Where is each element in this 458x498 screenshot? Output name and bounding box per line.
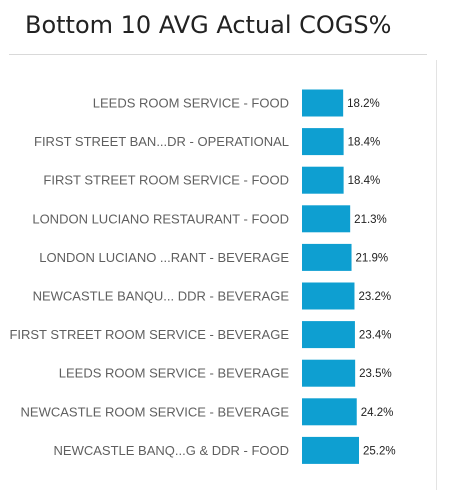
data-label: 23.5%	[359, 368, 392, 380]
chart-title: Bottom 10 AVG Actual COGS%	[25, 11, 392, 39]
data-label: 23.4%	[359, 330, 392, 342]
data-label: 21.9%	[356, 252, 389, 264]
bar-row: NEWCASTLE ROOM SERVICE - BEVERAGE 24.2%	[21, 398, 394, 426]
category-label: NEWCASTLE ROOM SERVICE - BEVERAGE	[21, 404, 290, 419]
data-label: 18.2%	[347, 98, 380, 110]
title-divider	[9, 54, 427, 55]
category-label: NEWCASTLE BANQ...G & DDR - FOOD	[54, 443, 289, 458]
category-label: LONDON LUCIANO ...RANT - BEVERAGE	[39, 250, 289, 265]
chart-panel	[9, 0, 427, 490]
bar[interactable]	[302, 359, 356, 387]
category-label: NEWCASTLE BANQU... DDR - BEVERAGE	[33, 289, 290, 304]
category-label: LEEDS ROOM SERVICE - FOOD	[93, 96, 289, 111]
bar[interactable]	[302, 128, 344, 156]
data-label: 25.2%	[363, 445, 396, 457]
bar-row: NEWCASTLE BANQ...G & DDR - FOOD 25.2%	[54, 436, 396, 464]
data-label: 24.2%	[361, 407, 394, 419]
bar[interactable]	[302, 89, 344, 117]
data-label: 23.2%	[358, 291, 391, 303]
bar-row: NEWCASTLE BANQU... DDR - BEVERAGE 23.2%	[33, 282, 391, 310]
bar-row: LONDON LUCIANO ...RANT - BEVERAGE 21.9%	[39, 243, 389, 271]
category-label: FIRST STREET BAN...DR - OPERATIONAL	[34, 134, 289, 149]
bar-row: LEEDS ROOM SERVICE - FOOD 18.2%	[93, 89, 380, 117]
bar-row: FIRST STREET ROOM SERVICE - FOOD 18.4%	[43, 166, 381, 194]
category-label: FIRST STREET ROOM SERVICE - FOOD	[43, 173, 289, 188]
bar[interactable]	[302, 398, 357, 426]
bar-row: FIRST STREET ROOM SERVICE - BEVERAGE 23.4…	[9, 321, 392, 349]
bar-row: LONDON LUCIANO RESTAURANT - FOOD 21.3%	[32, 205, 387, 233]
bar[interactable]	[302, 321, 355, 349]
category-label: LONDON LUCIANO RESTAURANT - FOOD	[32, 211, 289, 226]
category-label: FIRST STREET ROOM SERVICE - BEVERAGE	[9, 327, 289, 342]
panel-right-border	[436, 60, 437, 490]
bar[interactable]	[302, 243, 352, 271]
bar[interactable]	[302, 205, 351, 233]
bars-layer: LEEDS ROOM SERVICE - FOOD 18.2% FIRST STRE…	[9, 89, 396, 464]
bar-row: FIRST STREET BAN...DR - OPERATIONAL 18.4%	[34, 128, 381, 156]
bar-row: LEEDS ROOM SERVICE - BEVERAGE 23.5%	[59, 359, 392, 387]
bar[interactable]	[302, 282, 355, 310]
bar[interactable]	[302, 166, 344, 194]
data-label: 21.3%	[354, 214, 387, 226]
category-label: LEEDS ROOM SERVICE - BEVERAGE	[59, 366, 290, 381]
bar[interactable]	[302, 436, 359, 464]
data-label: 18.4%	[348, 137, 381, 149]
data-label: 18.4%	[348, 175, 381, 187]
